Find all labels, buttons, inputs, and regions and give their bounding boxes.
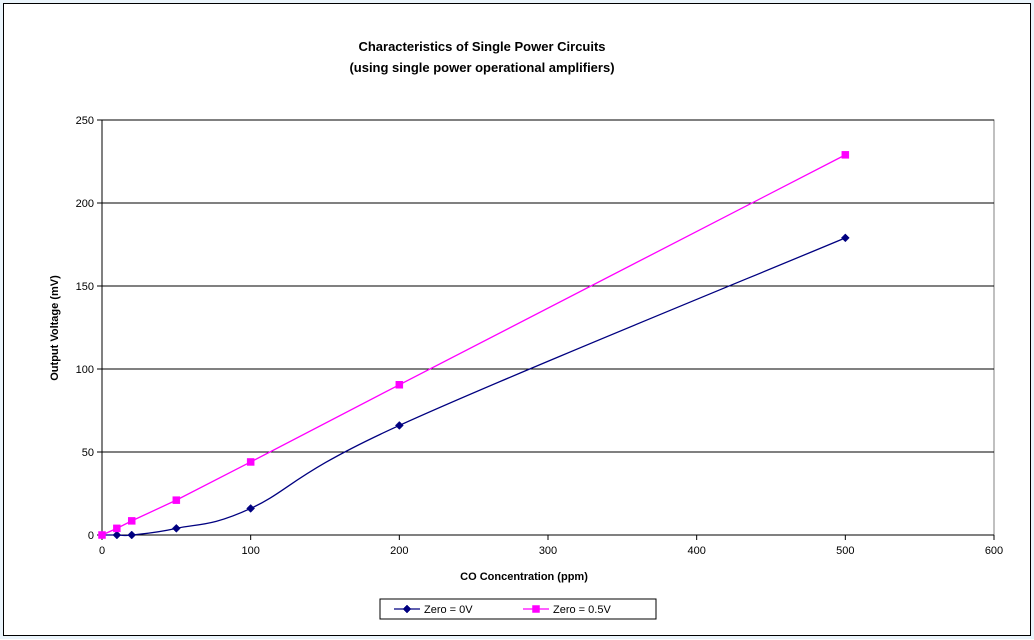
x-tick-label: 400 (687, 545, 705, 557)
legend: Zero = 0V Zero = 0.5V (379, 598, 657, 620)
data-point (98, 531, 106, 539)
series-layer (97, 151, 850, 540)
data-point (112, 530, 122, 540)
legend-label: Zero = 0.5V (553, 604, 611, 616)
data-point (171, 524, 181, 533)
data-point (841, 151, 850, 159)
y-axis-title: Output Voltage (mV) (49, 275, 61, 381)
data-point (246, 504, 256, 513)
series-2 (98, 151, 850, 539)
data-point (246, 458, 255, 466)
grid-layer (101, 119, 995, 536)
x-axis-title: CO Concentration (ppm) (460, 571, 588, 583)
y-tick-label: 250 (76, 115, 94, 127)
data-point (113, 524, 121, 533)
legend-box (379, 598, 657, 620)
chart-svg: Characteristics of Single Power Circuits… (49, 39, 1004, 620)
x-tick-label: 300 (539, 545, 557, 557)
data-point (127, 530, 137, 540)
chart-subtitle: (using single power operational amplifie… (349, 60, 614, 75)
x-tick-label: 600 (985, 545, 1003, 557)
y-tick-label: 150 (76, 281, 94, 293)
axis-layer: 0 50 100 150 200 250 0 100 200 300 400 500 600 (76, 115, 1004, 557)
x-tick-label: 100 (241, 545, 259, 557)
data-point (840, 233, 850, 243)
legend-marker (402, 604, 412, 614)
y-tick-label: 50 (82, 447, 94, 459)
chart-title: Characteristics of Single Power Circuits (358, 39, 605, 54)
data-point (394, 421, 404, 430)
y-tick-label: 200 (76, 198, 94, 210)
y-tick-label: 100 (76, 364, 94, 376)
plot-area (101, 119, 995, 536)
legend-items: Zero = 0V Zero = 0.5V (394, 604, 611, 616)
x-tick-label: 200 (390, 545, 408, 557)
y-tick-label: 0 (88, 530, 94, 542)
legend-marker (532, 605, 540, 613)
data-point (172, 496, 181, 504)
x-tick-label: 500 (836, 545, 854, 557)
legend-label: Zero = 0V (424, 604, 473, 616)
x-tick-label: 0 (99, 545, 105, 557)
data-point (395, 381, 404, 389)
data-point (127, 517, 136, 525)
chart-area: Characteristics of Single Power Circuits… (3, 3, 1031, 636)
